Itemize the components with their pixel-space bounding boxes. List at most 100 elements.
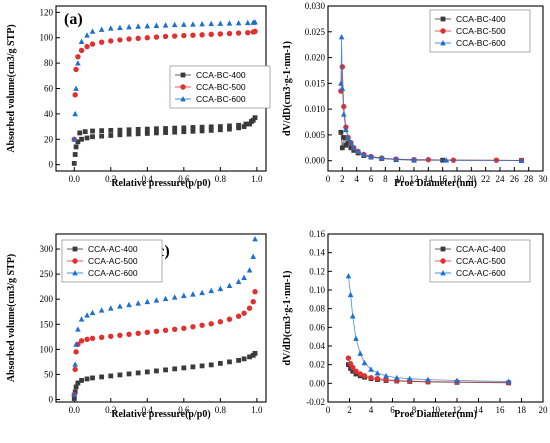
legend: CCA-AC-400 CCA-AC-500 CCA-AC-600 [61, 239, 163, 283]
legend-marker [72, 246, 78, 252]
plot-frame [55, 233, 267, 403]
data-point [199, 21, 205, 27]
data-point [349, 313, 356, 319]
x-tick-label: 20 [539, 405, 549, 415]
data-point [108, 333, 114, 340]
x-tick-label: 12 [453, 405, 462, 415]
data-point [126, 371, 132, 377]
data-point [190, 32, 196, 38]
data-point [144, 329, 151, 335]
y-tick-label: 0.04 [309, 341, 325, 351]
data-point [208, 321, 214, 327]
data-point [181, 21, 187, 27]
data-point [99, 374, 105, 380]
data-point [98, 334, 105, 341]
data-point [117, 37, 123, 43]
data-point [89, 28, 96, 34]
data-point [217, 360, 223, 366]
data-point [236, 122, 242, 128]
data-point [226, 316, 233, 322]
data-point [144, 131, 150, 136]
x-tick-label: 14 [474, 405, 484, 415]
x-tick-label: 8 [383, 174, 388, 184]
data-point [181, 365, 187, 371]
data-point [351, 144, 357, 151]
x-tick-label: 22 [481, 174, 490, 184]
data-point [236, 125, 242, 131]
data-point [72, 152, 78, 157]
data-point [241, 274, 247, 281]
legend: CCA-AC-400 CCA-AC-500 CCA-AC-600 [429, 239, 531, 283]
y-tick-label: 150 [40, 319, 54, 329]
data-point [208, 127, 214, 133]
data-point [79, 378, 84, 383]
data-point [217, 20, 224, 26]
data-point [247, 121, 252, 127]
y-tick-label: 0.06 [309, 322, 325, 332]
data-point [199, 363, 205, 369]
data-point [340, 111, 347, 117]
data-point [99, 133, 105, 139]
data-point [181, 32, 187, 39]
data-point [339, 85, 346, 91]
data-point [199, 322, 205, 328]
data-point [126, 131, 132, 137]
y-tick-label: 40 [44, 109, 54, 119]
x-tick-label: 12 [410, 174, 419, 184]
x-tick-label: 0.0 [69, 174, 81, 184]
legend-entry: CCA-BC-600 [196, 94, 246, 104]
data-point [343, 126, 349, 133]
data-point [348, 145, 354, 151]
data-point [190, 125, 196, 130]
x-tick-label: 1.0 [251, 405, 263, 415]
data-point [162, 33, 169, 40]
data-point [89, 41, 96, 47]
data-point [181, 129, 187, 135]
y-tick-label: 0.14 [309, 248, 325, 258]
data-point [75, 54, 81, 60]
data-point [226, 30, 233, 37]
data-point [236, 357, 242, 363]
data-point [163, 126, 168, 131]
legend-entry: CCA-BC-500 [196, 82, 246, 92]
data-point [84, 312, 90, 318]
y-tick-label: 200 [40, 294, 54, 304]
x-tick-label: 1.0 [251, 174, 263, 184]
data-point [98, 39, 105, 45]
data-point [78, 316, 85, 322]
data-point [73, 349, 79, 355]
data-point [162, 22, 169, 28]
data-point [126, 23, 132, 30]
data-point [181, 292, 187, 299]
data-point [163, 130, 168, 135]
data-point [135, 35, 141, 42]
x-tick-label: 18 [517, 405, 527, 415]
data-point [217, 127, 223, 133]
data-point [247, 354, 252, 360]
x-tick-label: 8 [412, 405, 417, 415]
data-point [144, 35, 151, 41]
data-point [108, 373, 114, 379]
y-tick-label: 250 [40, 269, 54, 279]
y-tick-label: 50 [44, 369, 54, 379]
data-point [350, 368, 356, 374]
x-axis-label: Relative pressure(p/p0) [111, 178, 210, 189]
data-point [374, 370, 381, 376]
y-tick-label: 0.16 [309, 229, 325, 239]
y-tick-label: -0.02 [306, 397, 325, 407]
plot-frame [327, 5, 544, 172]
data-point [383, 372, 389, 379]
legend-marker [440, 258, 446, 264]
data-point [108, 38, 114, 44]
data-point [208, 31, 214, 38]
data-point [361, 151, 367, 157]
data-point [108, 133, 114, 138]
legend-marker [180, 72, 186, 78]
chart-panel-2: 0 2 4 6 8 10 12 14 16 18 20 22 24 26 28 300.0000.0050.0… [282, 1, 548, 189]
data-point [99, 128, 105, 134]
data-point [171, 326, 178, 332]
data-point [226, 20, 233, 26]
legend-marker [440, 270, 446, 276]
y-tick-label: 0 [49, 394, 54, 404]
